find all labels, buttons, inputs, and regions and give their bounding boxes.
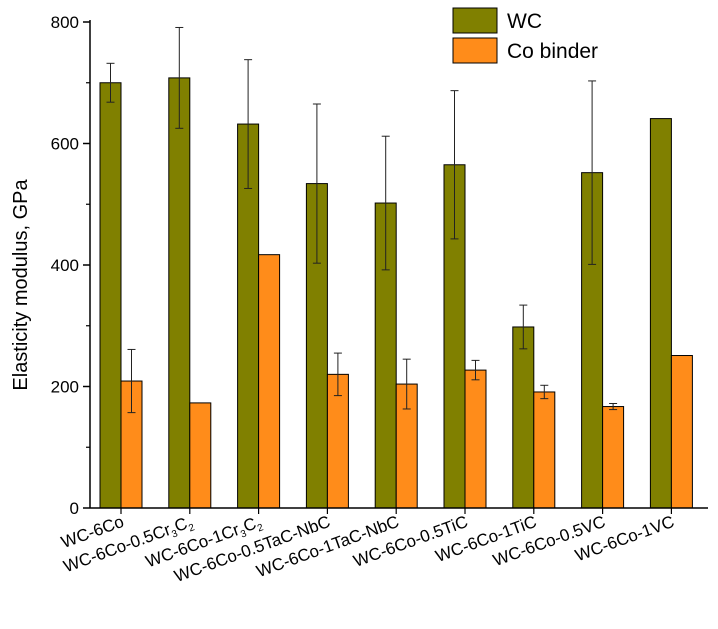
y-tick-label: 200 xyxy=(51,378,79,397)
bar-co-binder xyxy=(189,402,212,509)
bar-co-binder xyxy=(464,369,487,509)
legend-label: WC xyxy=(507,10,542,33)
y-ticks: 0 200 400 600 800 xyxy=(51,13,90,518)
bar-wc xyxy=(512,326,535,509)
legend-swatch xyxy=(452,7,498,34)
bar-wc xyxy=(99,82,122,509)
y-axis-title: Elasticity modulus, GPa xyxy=(10,179,32,391)
y-tick-label: 800 xyxy=(51,13,79,32)
axes xyxy=(89,20,708,509)
legend-swatch xyxy=(452,37,498,64)
legend-label: Co binder xyxy=(507,40,598,63)
bar-co-binder xyxy=(602,406,625,509)
bar-co-binder xyxy=(258,254,281,509)
bar-co-binder xyxy=(670,355,693,509)
x-tick-labels: WC-6CoWC-6Co-0.5Cr3C2WC-6Co-1Cr3C2WC-6Co… xyxy=(59,508,677,586)
error-bars-layer xyxy=(106,26,618,414)
y-tick-label: 400 xyxy=(51,256,79,275)
bar-wc xyxy=(168,77,191,509)
bars-layer xyxy=(99,77,693,509)
bar-wc xyxy=(649,118,672,509)
bar-co-binder xyxy=(533,391,556,509)
y-tick-label: 0 xyxy=(70,499,79,518)
y-tick-label: 600 xyxy=(51,135,79,154)
legend: WC Co binder xyxy=(452,7,598,64)
